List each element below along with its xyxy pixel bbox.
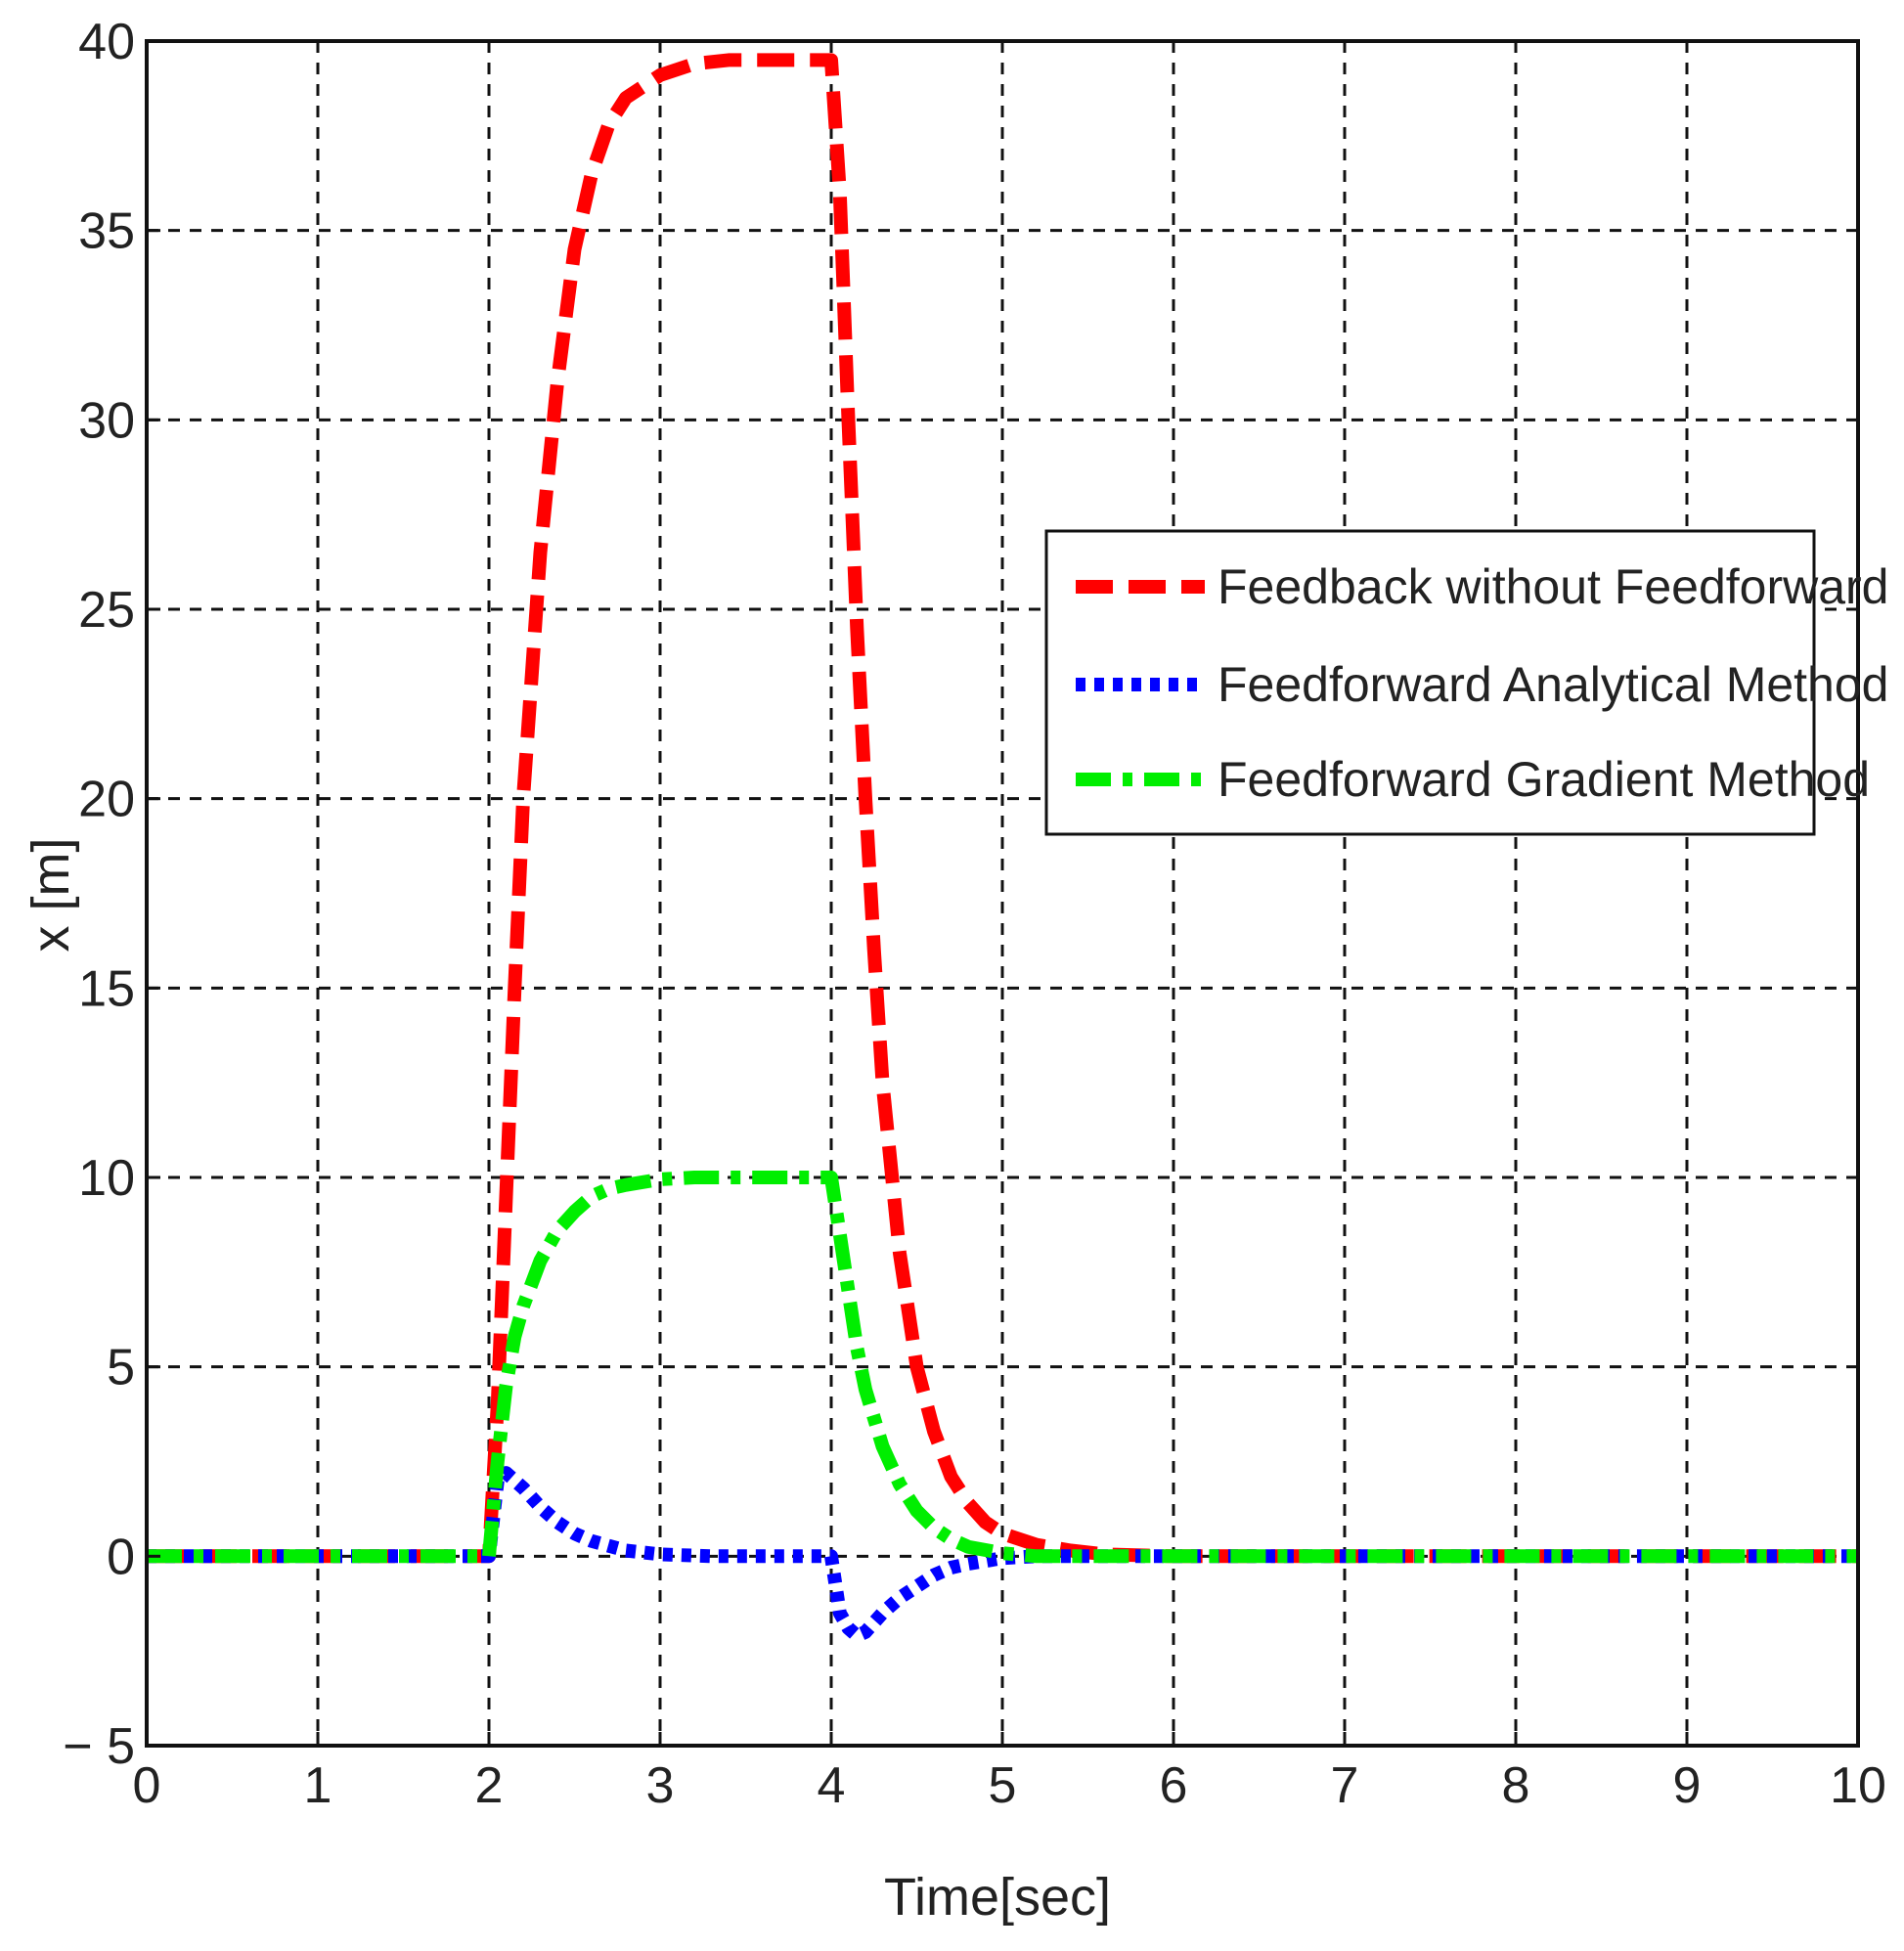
- x-tick-label: 4: [818, 1757, 846, 1814]
- x-tick-label: 8: [1502, 1757, 1530, 1814]
- y-tick-label: − 5: [63, 1718, 135, 1775]
- series-layer: [147, 53, 1858, 1643]
- series-line-3: [147, 1171, 1858, 1564]
- legend-label-2: Feedforward Analytical Method: [1218, 657, 1888, 712]
- legend: Feedback without Feedforward Feedforward …: [1044, 529, 1888, 836]
- x-tick-label: 6: [1160, 1757, 1188, 1814]
- x-axis-title: Time[sec]: [884, 1868, 1111, 1927]
- y-tick-label: 25: [78, 582, 135, 639]
- x-tick-label: 1: [304, 1757, 332, 1814]
- legend-label-1: Feedback without Feedforward: [1218, 559, 1888, 614]
- legend-label-3: Feedforward Gradient Method: [1218, 752, 1870, 807]
- series-line-1: [147, 53, 1858, 1564]
- x-tick-label: 9: [1673, 1757, 1702, 1814]
- y-tick-label: 15: [78, 960, 135, 1017]
- y-tick-label: 5: [107, 1340, 135, 1397]
- x-tick-label: 2: [475, 1757, 504, 1814]
- x-tick-label: 5: [989, 1757, 1017, 1814]
- y-tick-label: 35: [78, 203, 135, 260]
- y-tick-label: 20: [78, 772, 135, 828]
- y-tick-label: 0: [107, 1529, 135, 1585]
- x-tick-label: 10: [1830, 1757, 1886, 1814]
- y-axis-title: x [m]: [22, 838, 80, 953]
- y-tick-label: 40: [78, 14, 135, 70]
- legend-entries: Feedback without Feedforward Feedforward …: [1076, 559, 1888, 807]
- y-tick-label: 30: [78, 392, 135, 449]
- x-tick-label: 7: [1331, 1757, 1359, 1814]
- x-tick-label: 3: [646, 1757, 675, 1814]
- x-tick-label: 0: [133, 1757, 161, 1814]
- y-tick-label: 10: [78, 1150, 135, 1207]
